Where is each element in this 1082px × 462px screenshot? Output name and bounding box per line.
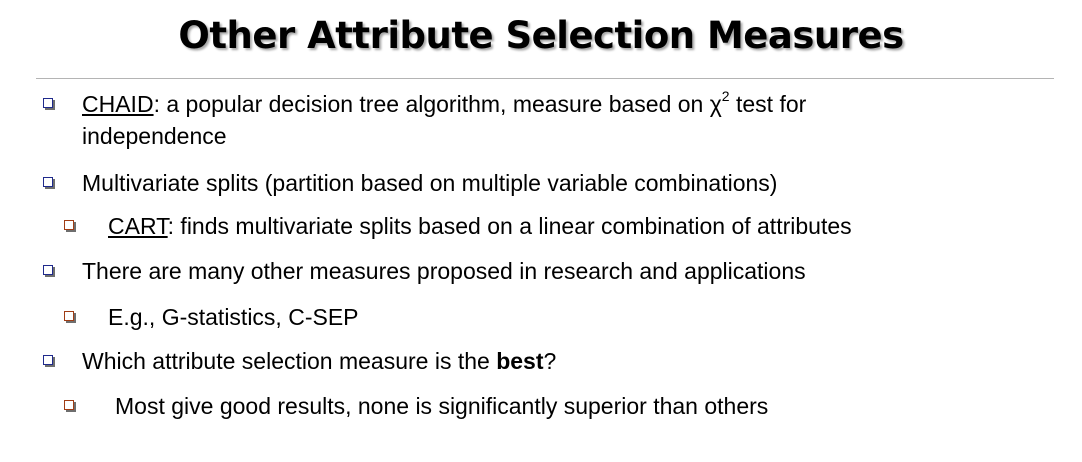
bullet-chaid-line2: independence [82, 123, 227, 149]
bullet-chaid-line1: CHAID: a popular decision tree algorithm… [82, 88, 806, 120]
square-bullet-icon [43, 355, 53, 365]
emphasis-best: best [496, 348, 544, 374]
term-cart: CART [108, 213, 168, 239]
square-sub-bullet-icon [64, 311, 74, 321]
chaid-description-end: test for [729, 91, 807, 117]
slide-title: Other Attribute Selection Measures [178, 14, 904, 57]
bullet-best-question: Which attribute selection measure is the… [82, 348, 557, 374]
bullet-multivariate: Multivariate splits (partition based on … [82, 170, 778, 196]
square-sub-bullet-icon [64, 400, 74, 410]
square-bullet-icon [43, 98, 53, 108]
chi-square-exponent: 2 [721, 88, 730, 105]
square-bullet-icon [43, 177, 53, 187]
title-divider [36, 78, 1054, 79]
term-chaid: CHAID [82, 91, 154, 117]
square-sub-bullet-icon [64, 220, 74, 230]
cart-description: : finds multivariate splits based on a l… [167, 213, 852, 239]
bullet-other-measures: There are many other measures proposed i… [82, 258, 806, 284]
square-bullet-icon [43, 265, 53, 275]
sub-bullet-most-give-good: Most give good results, none is signific… [115, 393, 769, 419]
sub-bullet-examples: E.g., G-statistics, C-SEP [108, 304, 359, 330]
sub-bullet-cart: CART: finds multivariate splits based on… [108, 210, 852, 242]
chaid-description: : a popular decision tree algorithm, mea… [153, 91, 722, 117]
